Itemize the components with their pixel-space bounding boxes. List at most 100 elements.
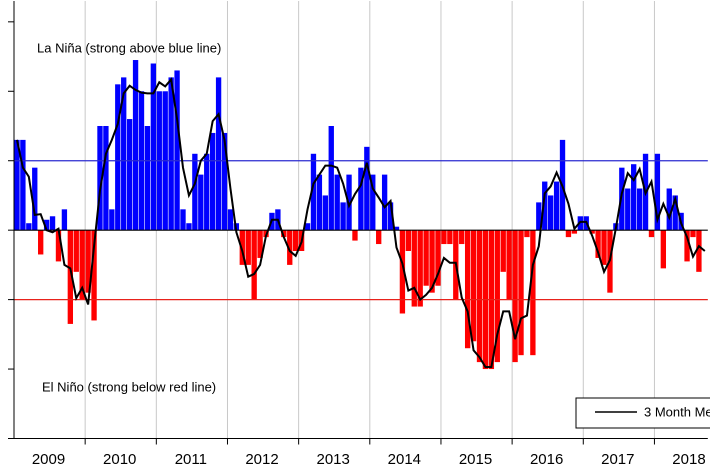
bar [684,230,690,262]
bar [690,230,696,238]
bar [340,202,346,231]
bar [245,230,251,265]
bar [239,230,245,265]
bar [542,181,548,231]
bar [547,195,554,231]
plot: 2009 2010 2011 2012 2013 2014 2015 2016 2017 2018… [8,1,710,468]
bar [32,167,38,231]
annotation: La Niña (strong above blue line) [37,40,221,55]
bar [287,230,293,265]
bar [126,119,133,231]
bar [14,139,20,231]
bar [625,188,631,231]
legend-box [575,397,710,429]
legend-label: 3 Month Mean [644,404,710,419]
bar [429,230,435,293]
bar [459,230,465,245]
bar [571,230,578,234]
bar [109,209,115,231]
bar [417,230,423,307]
bar [215,77,222,231]
bar [506,230,512,300]
bar [476,230,483,363]
bar [411,230,417,307]
bar [20,139,26,231]
bar [352,230,358,241]
bar [405,230,412,251]
bar [553,181,560,231]
bar [601,230,607,265]
bar [55,230,62,262]
legend: 3 Month Mean [575,397,710,429]
bar [204,153,210,231]
bar [648,230,655,238]
bar [209,132,216,231]
line-series [15,77,706,368]
bar [49,216,56,231]
bar [387,202,394,231]
x-tick-label: 2010 [103,451,136,468]
bar [174,70,180,231]
x-tick-label: 2015 [459,451,492,468]
annotation: El Niño (strong below red line) [42,379,216,394]
bar [316,174,323,231]
bar [304,223,311,231]
bar [221,132,228,231]
bar [494,230,500,363]
bar [150,63,157,231]
bar [168,77,174,231]
bar [328,126,334,231]
x-tick-label: 2011 [175,451,207,468]
bar [293,230,299,251]
bar [470,230,477,342]
bar [334,174,340,231]
bar [281,230,287,238]
bar [696,230,702,272]
bar [103,126,109,231]
bar [631,164,637,231]
bar [423,230,429,286]
bar [358,167,364,231]
x-tick-label: 2009 [32,451,65,468]
bar [381,174,388,231]
bar [198,174,204,231]
bar [38,230,44,255]
bar [376,230,382,245]
bar [512,230,518,363]
bar [180,209,186,231]
bar [435,230,441,286]
bar [364,146,370,231]
x-tick-label: 2018 [672,451,705,468]
bar [192,153,198,231]
bar [672,195,678,231]
bar [654,153,661,231]
bar [447,230,453,245]
bar [115,84,121,231]
bar [251,230,257,300]
bar [26,223,32,231]
bar [132,60,139,231]
bar [536,202,542,231]
x-tick-label: 2014 [388,451,421,468]
bar [393,226,400,231]
bar [79,230,85,300]
bar [500,230,506,272]
bar [322,195,328,231]
bar [43,219,50,231]
bar [73,230,79,272]
bar [441,230,447,245]
bar [310,153,317,231]
bar [524,230,530,238]
bar [97,126,103,231]
bar [121,77,127,231]
bar [565,230,572,238]
bar [61,209,68,231]
bar [399,230,406,314]
x-tick-label: 2012 [245,451,278,468]
bar [636,188,643,231]
bar [257,230,263,258]
bar [518,230,524,356]
bar [186,223,192,231]
x-tick-label: 2016 [530,451,563,468]
